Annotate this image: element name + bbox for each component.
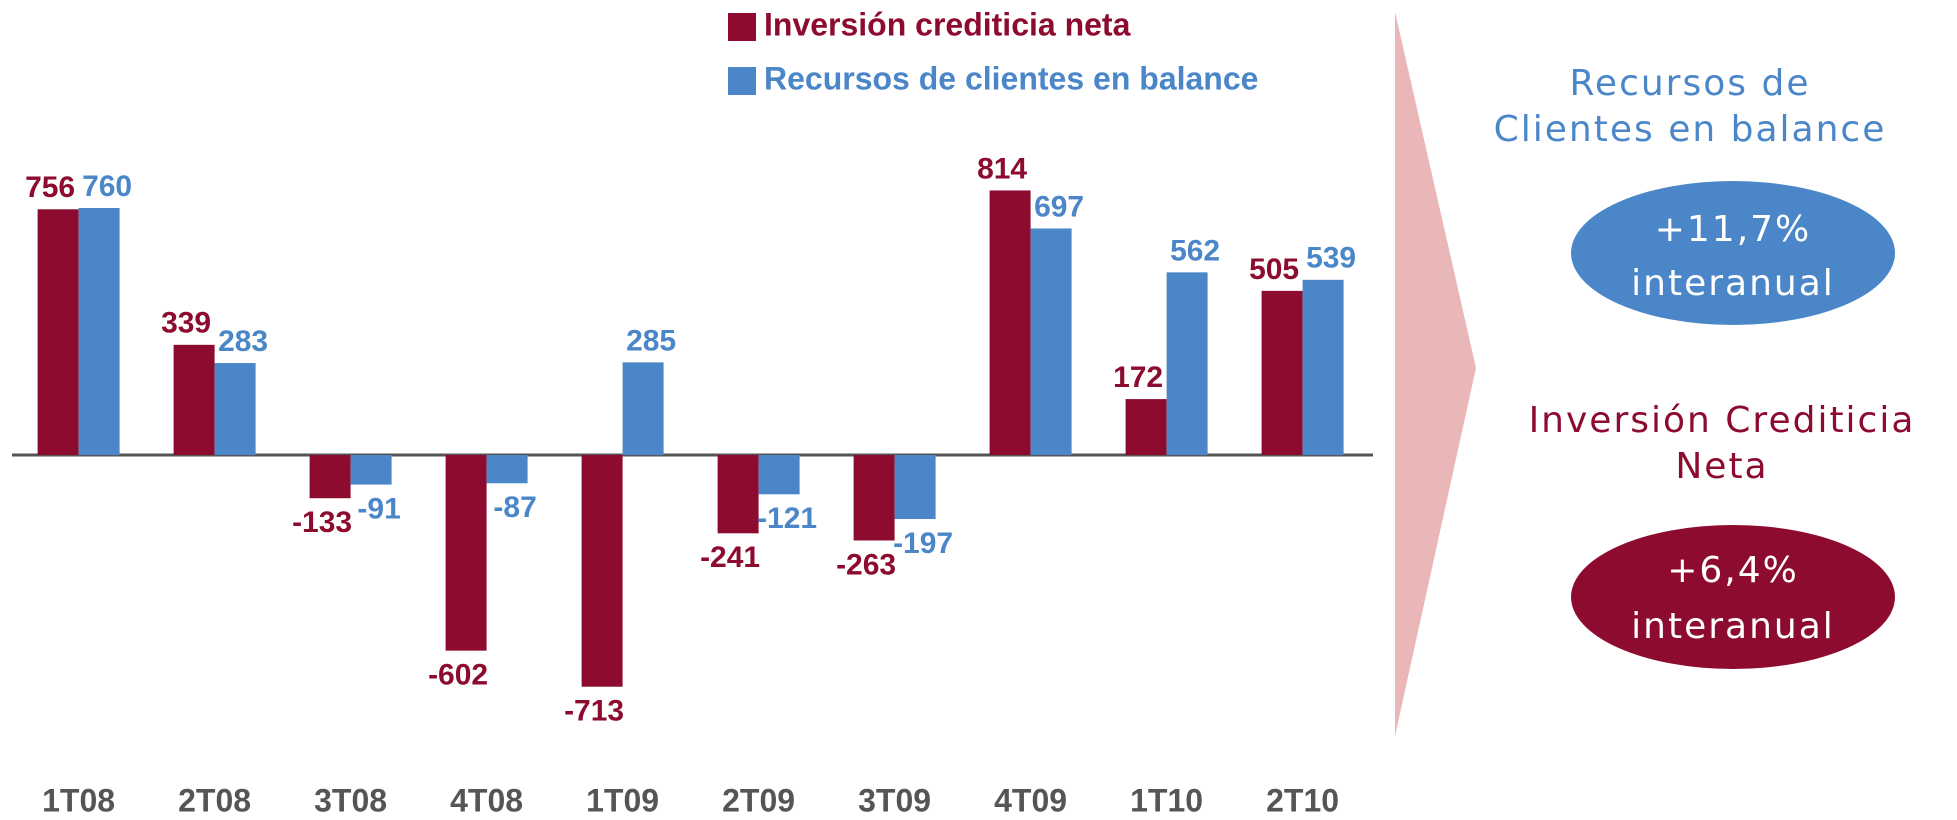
bar (581, 455, 623, 687)
bar (214, 363, 256, 455)
legend-label: Recursos de clientes en balance (764, 60, 1258, 96)
x-tick-label: 2T09 (722, 782, 795, 818)
bar (309, 455, 351, 499)
panel-title: Clientes en balance (1494, 109, 1887, 150)
bar (758, 455, 800, 495)
bar (78, 208, 120, 455)
value-label: -91 (357, 492, 400, 525)
x-tick-label: 2T10 (1266, 782, 1339, 818)
value-label: 505 (1249, 253, 1299, 286)
value-label: 172 (1113, 361, 1163, 394)
value-label: -87 (493, 491, 536, 524)
legend-label: Inversión crediticia neta (764, 6, 1131, 42)
value-label: 814 (977, 152, 1027, 185)
bar (173, 344, 215, 455)
bar (717, 455, 759, 534)
value-label: 760 (82, 170, 132, 203)
legend-swatch (728, 13, 756, 41)
bar (37, 209, 79, 455)
legend-swatch (728, 67, 756, 95)
x-tick-label: 1T09 (586, 782, 659, 818)
bar (989, 190, 1031, 455)
panel-title: Neta (1675, 446, 1768, 487)
value-label: 697 (1034, 190, 1084, 223)
value-label: -602 (428, 659, 488, 692)
bar (1125, 399, 1167, 455)
x-tick-label: 1T08 (42, 782, 115, 818)
arrow (1395, 12, 1476, 736)
x-tick-label: 1T10 (1130, 782, 1203, 818)
x-tick-label: 4T09 (994, 782, 1067, 818)
value-label: -133 (292, 506, 352, 539)
bar (1302, 279, 1344, 455)
x-tick-label: 3T08 (314, 782, 387, 818)
panel-title: Recursos de (1570, 63, 1811, 104)
badge (1571, 525, 1895, 669)
value-label: 339 (161, 307, 211, 340)
badge-text: interanual (1631, 606, 1835, 647)
value-label: -713 (564, 695, 624, 728)
bar (486, 455, 528, 484)
x-tick-label: 4T08 (450, 782, 523, 818)
x-tick-label: 3T09 (858, 782, 931, 818)
badge-text: +11,7% (1655, 209, 1812, 250)
value-label: -197 (893, 527, 953, 560)
value-label: 285 (626, 324, 676, 357)
badge-text: interanual (1631, 263, 1835, 304)
value-label: -263 (836, 548, 896, 581)
bar (1166, 272, 1208, 455)
value-label: 283 (218, 325, 268, 358)
panel-title: Inversión Crediticia (1529, 400, 1916, 441)
x-tick-label: 2T08 (178, 782, 251, 818)
bar (350, 455, 392, 485)
value-label: 756 (25, 171, 75, 204)
value-label: 562 (1170, 234, 1220, 267)
bar (445, 455, 487, 651)
value-label: -121 (757, 502, 817, 535)
badge-text: +6,4% (1667, 550, 1799, 591)
bar (894, 455, 936, 520)
value-label: 539 (1306, 242, 1356, 275)
value-label: -241 (700, 541, 760, 574)
badge (1571, 181, 1895, 325)
bar (1261, 290, 1303, 455)
bar (622, 362, 664, 455)
bar (1030, 228, 1072, 455)
bar (853, 455, 895, 541)
